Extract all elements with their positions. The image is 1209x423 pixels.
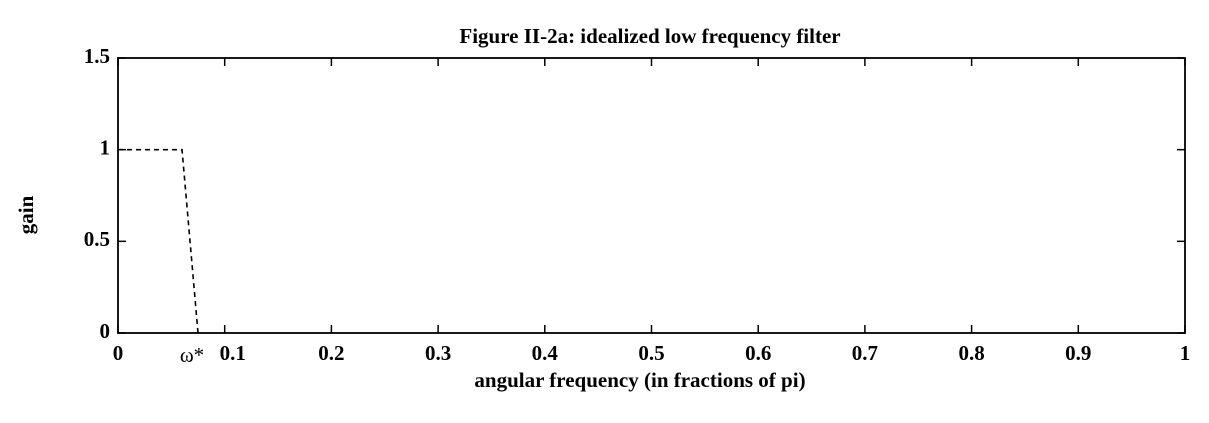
y-axis-label: gain xyxy=(14,195,38,234)
y-tick-label: 0 xyxy=(100,319,111,343)
x-tick-label: 1 xyxy=(1180,341,1191,365)
x-tick-label: 0.5 xyxy=(638,341,664,365)
x-tick-label: 0.2 xyxy=(318,341,344,365)
plot-frame xyxy=(117,57,1186,334)
chart-title: Figure II-2a: idealized low frequency fi… xyxy=(459,24,840,48)
x-tick-label: 0 xyxy=(113,341,124,365)
x-axis-label: angular frequency (in fractions of pi) xyxy=(474,368,805,392)
x-tick-label: 0.7 xyxy=(852,341,878,365)
x-tick-label: 0.4 xyxy=(532,341,559,365)
x-tick-label: 0.6 xyxy=(745,341,771,365)
y-tick-label: 0.5 xyxy=(84,227,110,251)
y-tick-label: 1.5 xyxy=(84,44,110,68)
x-tick-label: 0.1 xyxy=(220,341,246,365)
x-tick-label: 0.8 xyxy=(958,341,984,365)
x-tick-label: 0.9 xyxy=(1065,341,1091,365)
y-tick-label: 1 xyxy=(100,135,111,159)
annotation: ω* xyxy=(180,343,204,367)
data-line xyxy=(118,148,199,334)
x-tick-label: 0.3 xyxy=(425,341,451,365)
